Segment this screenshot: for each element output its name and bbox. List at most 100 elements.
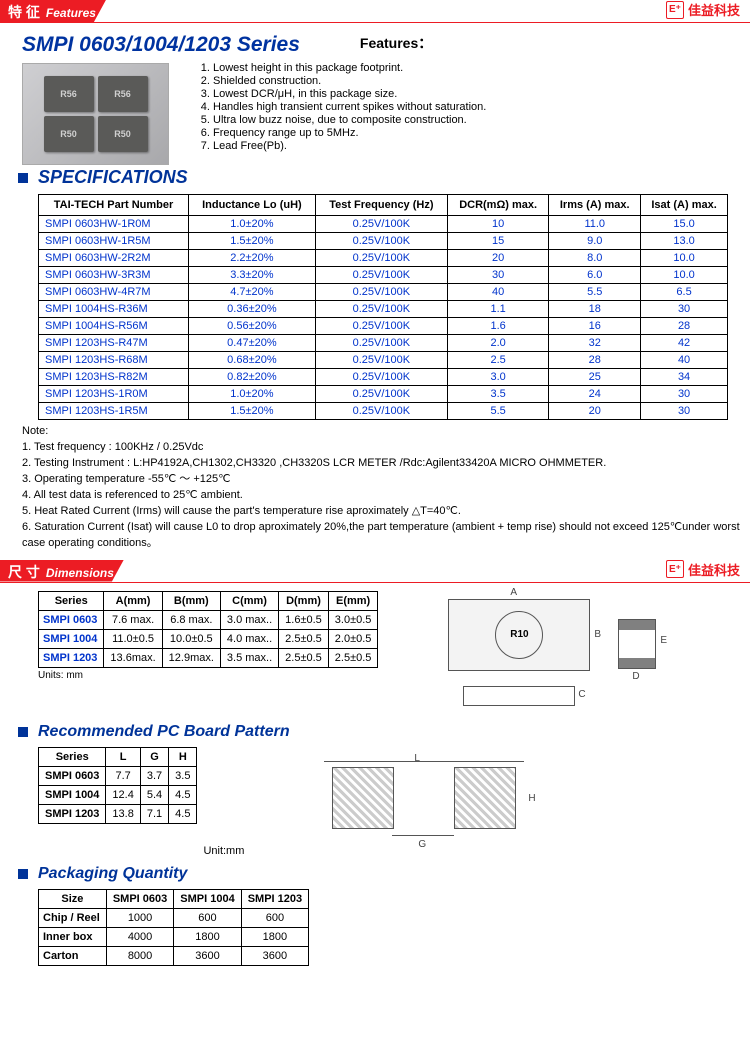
dimensions-table: SeriesA(mm)B(mm)C(mm)D(mm)E(mm) SMPI 060… (38, 591, 378, 668)
table-cell: 1800 (241, 927, 308, 946)
table-cell: 1.6 (447, 318, 548, 335)
table-header: Series (39, 747, 106, 766)
table-cell: 1.6±0.5 (279, 610, 329, 629)
table-cell: 7.1 (140, 804, 168, 823)
table-cell: 40 (641, 352, 728, 369)
table-cell: SMPI 1004HS-R36M (39, 301, 189, 318)
table-header: Test Frequency (Hz) (315, 195, 447, 216)
table-cell: 34 (641, 369, 728, 386)
table-cell: 1800 (174, 927, 241, 946)
table-cell: 8.0 (549, 250, 641, 267)
table-cell: 5.5 (447, 403, 548, 420)
dim-G-label: G (418, 839, 426, 850)
section-specifications: SPECIFICATIONS (0, 165, 750, 190)
table-cell: Carton (39, 946, 107, 965)
dim-E-label: E (660, 635, 667, 646)
table-row: SMPI 1004HS-R56M0.56±20%0.25V/100K1.6162… (39, 318, 728, 335)
dim-B-label: B (594, 629, 601, 640)
table-header: Irms (A) max. (549, 195, 641, 216)
pcb-pad-icon (332, 767, 394, 829)
table-row: SMPI 1203HS-1R0M1.0±20%0.25V/100K3.52430 (39, 386, 728, 403)
table-header: Inductance Lo (uH) (189, 195, 316, 216)
product-photo: R56 R56 R50 R50 (22, 63, 169, 165)
table-cell: 32 (549, 335, 641, 352)
table-cell: 0.25V/100K (315, 386, 447, 403)
table-cell: 2.5 (447, 352, 548, 369)
table-cell: 0.25V/100K (315, 301, 447, 318)
table-row: Inner box400018001800 (39, 927, 309, 946)
table-cell: 0.25V/100K (315, 250, 447, 267)
table-cell: 16 (549, 318, 641, 335)
table-cell: 9.0 (549, 233, 641, 250)
note-line: 4. All test data is referenced to 25℃ am… (22, 488, 750, 504)
table-row: SMPI 0603HW-1R0M1.0±20%0.25V/100K1011.01… (39, 216, 728, 233)
table-cell: 30 (641, 386, 728, 403)
table-row: SMPI 1203HS-1R5M1.5±20%0.25V/100K5.52030 (39, 403, 728, 420)
table-cell: 0.25V/100K (315, 284, 447, 301)
table-cell: 25 (549, 369, 641, 386)
table-cell: Inner box (39, 927, 107, 946)
banner-dimensions-cn: 尺 寸 (8, 562, 40, 582)
table-cell: 12.9max. (162, 648, 220, 667)
table-row: SMPI 120313.87.14.5 (39, 804, 197, 823)
table-cell: 2.0 (447, 335, 548, 352)
table-cell: SMPI 0603HW-1R0M (39, 216, 189, 233)
table-row: SMPI 06037.73.73.5 (39, 766, 197, 785)
bullet-icon (18, 173, 28, 183)
table-cell: 1.5±20% (189, 233, 316, 250)
table-cell: 3.0 (447, 369, 548, 386)
table-cell: 0.47±20% (189, 335, 316, 352)
table-cell: 600 (241, 908, 308, 927)
table-cell: 2.2±20% (189, 250, 316, 267)
section-packaging: Packaging Quantity (0, 863, 750, 885)
table-cell: 0.25V/100K (315, 335, 447, 352)
table-cell: SMPI 1203HS-1R0M (39, 386, 189, 403)
section-pcb: Recommended PC Board Pattern (0, 721, 750, 743)
packaging-label: Packaging Quantity (38, 865, 187, 883)
table-cell: 13.6max. (104, 648, 162, 667)
chip-icon: R50 (98, 116, 148, 152)
brand-box-icon: E⁺ (666, 1, 684, 19)
table-cell: SMPI 0603HW-1R5M (39, 233, 189, 250)
table-cell: 30 (447, 267, 548, 284)
brand-text: 佳益科技 (688, 560, 740, 579)
feature-item: Lead Free(Pb). (213, 140, 486, 152)
table-cell: 3.5 max.. (220, 648, 278, 667)
table-cell: 28 (641, 318, 728, 335)
table-cell: 0.25V/100K (315, 369, 447, 386)
table-cell: 4.7±20% (189, 284, 316, 301)
feature-item: Lowest DCR/μH, in this package size. (213, 88, 486, 100)
table-cell: 12.4 (106, 785, 140, 804)
table-row: SMPI 100411.0±0.510.0±0.54.0 max..2.5±0.… (39, 629, 378, 648)
table-cell: 0.25V/100K (315, 318, 447, 335)
specifications-table: TAI-TECH Part NumberInductance Lo (uH)Te… (38, 194, 728, 420)
table-cell: 1.0±20% (189, 386, 316, 403)
table-cell: SMPI 0603HW-4R7M (39, 284, 189, 301)
dim-A-label: A (510, 587, 517, 598)
table-cell: 3.7 (140, 766, 168, 785)
table-cell: 13.0 (641, 233, 728, 250)
table-cell: 4.5 (169, 804, 197, 823)
pcb-unit: Unit:mm (203, 845, 244, 857)
table-cell: 1000 (106, 908, 173, 927)
table-cell: 4.5 (169, 785, 197, 804)
brand-box-icon: E⁺ (666, 560, 684, 578)
table-row: SMPI 0603HW-1R5M1.5±20%0.25V/100K159.013… (39, 233, 728, 250)
notes-title: Note: (22, 424, 750, 440)
table-cell: 6.8 max. (162, 610, 220, 629)
bullet-icon (18, 727, 28, 737)
table-cell: 10.0 (641, 250, 728, 267)
table-header: SMPI 0603 (106, 889, 173, 908)
table-cell: 15.0 (641, 216, 728, 233)
table-cell: 5.4 (140, 785, 168, 804)
table-header: SMPI 1004 (174, 889, 241, 908)
note-line: 2. Testing Instrument : L:HP4192A,CH1302… (22, 456, 750, 472)
note-line: 5. Heat Rated Current (Irms) will cause … (22, 504, 750, 520)
table-cell: 10.0 (641, 267, 728, 284)
banner-features: 特 征 Features E⁺ 佳益科技 (0, 0, 750, 22)
banner-dimensions-tab: 尺 寸 Dimensions (0, 560, 124, 582)
banner-dimensions: 尺 寸 Dimensions E⁺ 佳益科技 (0, 560, 750, 582)
chip-icon: R50 (44, 116, 94, 152)
table-row: SMPI 1203HS-R47M0.47±20%0.25V/100K2.0324… (39, 335, 728, 352)
table-header: Size (39, 889, 107, 908)
